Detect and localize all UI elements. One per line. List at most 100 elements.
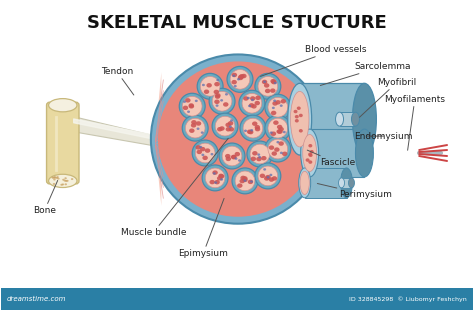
Ellipse shape [257,151,260,153]
Ellipse shape [204,152,210,156]
Ellipse shape [245,95,248,98]
Ellipse shape [310,159,314,163]
Ellipse shape [297,127,301,130]
Ellipse shape [256,155,262,159]
Ellipse shape [189,120,194,125]
Ellipse shape [253,102,258,106]
Ellipse shape [266,177,270,179]
Ellipse shape [201,87,204,90]
Text: Bone: Bone [33,180,58,215]
Ellipse shape [225,102,231,106]
Ellipse shape [212,91,232,111]
Ellipse shape [275,124,281,128]
Ellipse shape [245,176,247,178]
Ellipse shape [182,96,202,116]
Ellipse shape [59,180,62,182]
Ellipse shape [210,183,213,185]
Ellipse shape [244,123,247,125]
Ellipse shape [282,103,285,105]
Ellipse shape [260,153,265,157]
Ellipse shape [268,102,274,106]
Text: SKELETAL MUSCLE STUCTURE: SKELETAL MUSCLE STUCTURE [87,14,387,32]
Ellipse shape [60,183,63,185]
Ellipse shape [250,144,270,164]
Text: Epimysium: Epimysium [178,198,228,258]
Ellipse shape [199,132,202,134]
Ellipse shape [219,177,225,181]
Ellipse shape [253,128,259,133]
Ellipse shape [64,176,66,178]
Ellipse shape [49,99,77,112]
Ellipse shape [269,147,274,152]
Ellipse shape [237,157,239,159]
Ellipse shape [52,179,55,181]
Ellipse shape [296,108,301,112]
Ellipse shape [242,78,247,82]
Ellipse shape [67,175,69,177]
Ellipse shape [276,121,282,126]
Ellipse shape [303,134,317,172]
Ellipse shape [202,165,228,191]
Ellipse shape [255,159,258,161]
Ellipse shape [64,180,66,182]
Ellipse shape [281,144,286,148]
Ellipse shape [236,152,241,156]
Ellipse shape [202,88,208,92]
Ellipse shape [219,143,245,169]
Ellipse shape [275,120,281,124]
Ellipse shape [270,102,275,107]
Text: Muscle bundle: Muscle bundle [120,138,228,237]
Ellipse shape [353,83,376,155]
Ellipse shape [191,105,194,108]
Ellipse shape [269,177,275,181]
Bar [305,168,346,198]
Bar [339,112,356,126]
Ellipse shape [206,170,209,172]
Ellipse shape [258,77,278,96]
Ellipse shape [206,175,209,178]
Text: Sarcolemma: Sarcolemma [320,62,411,86]
Polygon shape [155,72,161,206]
Ellipse shape [297,118,301,122]
Ellipse shape [281,145,286,149]
Ellipse shape [182,115,208,141]
Ellipse shape [191,123,197,128]
Ellipse shape [187,109,190,111]
Bar [300,83,365,155]
Ellipse shape [275,131,281,136]
Ellipse shape [208,82,211,84]
Ellipse shape [212,113,238,139]
Ellipse shape [210,151,213,153]
Ellipse shape [251,154,256,159]
Ellipse shape [255,106,260,111]
Ellipse shape [336,112,344,126]
Ellipse shape [220,119,223,122]
Ellipse shape [239,80,244,84]
Ellipse shape [272,102,274,105]
Ellipse shape [212,80,217,85]
Ellipse shape [64,183,67,186]
Ellipse shape [253,123,256,125]
Ellipse shape [234,74,237,77]
Ellipse shape [340,168,353,198]
Ellipse shape [192,140,218,166]
Ellipse shape [306,150,310,153]
Ellipse shape [268,118,288,138]
Ellipse shape [194,104,197,107]
Ellipse shape [62,182,64,184]
Ellipse shape [215,116,235,136]
Ellipse shape [49,174,77,188]
Ellipse shape [230,69,250,89]
Text: Perimysium: Perimysium [318,183,392,199]
Ellipse shape [309,151,313,154]
Ellipse shape [268,139,288,159]
Ellipse shape [281,143,286,148]
Bar [342,178,352,188]
Ellipse shape [239,90,265,116]
Ellipse shape [356,129,374,177]
Text: Fascicle: Fascicle [307,150,355,167]
Ellipse shape [300,171,310,194]
Ellipse shape [262,88,267,92]
Ellipse shape [240,115,266,141]
Ellipse shape [220,95,226,99]
